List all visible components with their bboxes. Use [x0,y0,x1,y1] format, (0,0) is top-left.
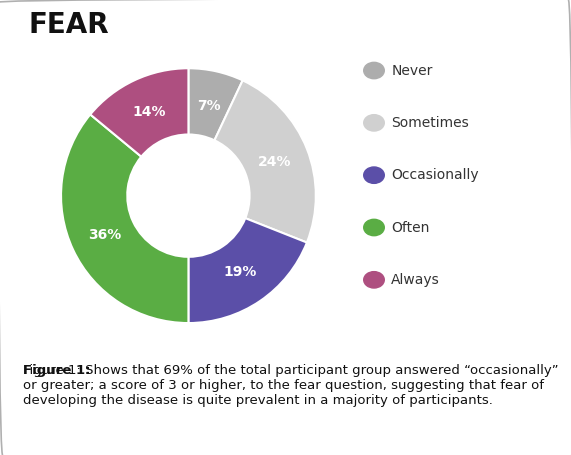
Text: Often: Often [391,221,429,234]
Wedge shape [61,115,188,323]
Text: 7%: 7% [197,99,220,112]
Wedge shape [188,68,243,140]
Wedge shape [188,218,307,323]
Text: Figure 1:: Figure 1: [23,364,90,377]
Text: FEAR: FEAR [29,11,109,40]
Text: Occasionally: Occasionally [391,168,478,182]
Text: 19%: 19% [224,265,257,279]
Text: Never: Never [391,64,432,77]
Text: 24%: 24% [258,155,291,169]
Text: Always: Always [391,273,440,287]
Text: 36%: 36% [89,228,122,242]
Text: 14%: 14% [132,105,166,119]
Text: Figure 1: Shows that 69% of the total participant group answered “occasionally” : Figure 1: Shows that 69% of the total pa… [23,364,571,377]
Wedge shape [215,81,316,243]
Text: Sometimes: Sometimes [391,116,469,130]
Text: Figure 1: Shows that 69% of the total participant group answered “occasionally” : Figure 1: Shows that 69% of the total pa… [23,364,558,407]
Wedge shape [90,68,188,157]
